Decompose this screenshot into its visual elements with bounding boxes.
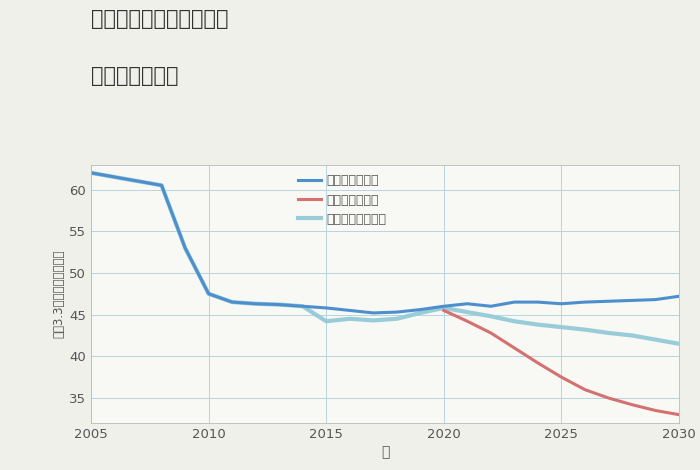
グッドシナリオ [486,304,495,309]
グッドシナリオ [557,301,566,306]
Line: ノーマルシナリオ: ノーマルシナリオ [91,173,679,344]
グッドシナリオ [463,301,472,306]
ノーマルシナリオ [675,341,683,346]
グッドシナリオ [416,307,424,313]
Text: 土地の価格推移: 土地の価格推移 [91,66,178,86]
バッドシナリオ [510,345,519,351]
グッドシナリオ [298,304,307,309]
バッドシナリオ [486,330,495,336]
グッドシナリオ [369,310,377,316]
バッドシナリオ [557,374,566,380]
グッドシナリオ [87,170,95,176]
X-axis label: 年: 年 [381,445,389,459]
ノーマルシナリオ [486,313,495,319]
ノーマルシナリオ [628,333,636,338]
グッドシナリオ [275,302,284,307]
グッドシナリオ [604,298,612,304]
バッドシナリオ [463,319,472,324]
バッドシナリオ [440,307,448,313]
ノーマルシナリオ [111,174,119,180]
グッドシナリオ [322,305,330,311]
グッドシナリオ [393,309,401,315]
ノーマルシナリオ [134,178,142,184]
ノーマルシナリオ [581,327,589,332]
ノーマルシナリオ [275,302,284,307]
ノーマルシナリオ [393,316,401,321]
バッドシナリオ [581,387,589,392]
Line: グッドシナリオ: グッドシナリオ [91,173,679,313]
バッドシナリオ [604,395,612,401]
ノーマルシナリオ [322,319,330,324]
ノーマルシナリオ [604,330,612,336]
ノーマルシナリオ [204,291,213,297]
ノーマルシナリオ [463,309,472,315]
ノーマルシナリオ [158,182,166,188]
ノーマルシナリオ [87,170,95,176]
グッドシナリオ [204,291,213,297]
ノーマルシナリオ [510,319,519,324]
ノーマルシナリオ [228,299,237,305]
グッドシナリオ [581,299,589,305]
バッドシナリオ [651,407,659,413]
グッドシナリオ [628,298,636,303]
グッドシナリオ [440,304,448,309]
バッドシナリオ [628,402,636,407]
グッドシナリオ [675,293,683,299]
ノーマルシナリオ [651,337,659,343]
ノーマルシナリオ [251,301,260,306]
ノーマルシナリオ [557,324,566,330]
グッドシナリオ [533,299,542,305]
ノーマルシナリオ [298,304,307,309]
ノーマルシナリオ [440,305,448,311]
ノーマルシナリオ [369,318,377,323]
グッドシナリオ [228,299,237,305]
グッドシナリオ [158,182,166,188]
Line: バッドシナリオ: バッドシナリオ [444,310,679,415]
グッドシナリオ [251,301,260,306]
Legend: グッドシナリオ, バッドシナリオ, ノーマルシナリオ: グッドシナリオ, バッドシナリオ, ノーマルシナリオ [294,171,391,230]
ノーマルシナリオ [181,245,189,251]
グッドシナリオ [346,307,354,313]
ノーマルシナリオ [533,322,542,328]
バッドシナリオ [675,412,683,417]
バッドシナリオ [533,360,542,366]
Y-axis label: 坪（3.3㎡）単価（万円）: 坪（3.3㎡）単価（万円） [52,250,65,338]
ノーマルシナリオ [416,310,424,316]
グッドシナリオ [134,178,142,184]
グッドシナリオ [111,174,119,180]
グッドシナリオ [510,299,519,305]
グッドシナリオ [651,297,659,302]
ノーマルシナリオ [346,316,354,321]
グッドシナリオ [181,245,189,251]
Text: 奈良県奈良市鹿野園町の: 奈良県奈良市鹿野園町の [91,9,228,30]
